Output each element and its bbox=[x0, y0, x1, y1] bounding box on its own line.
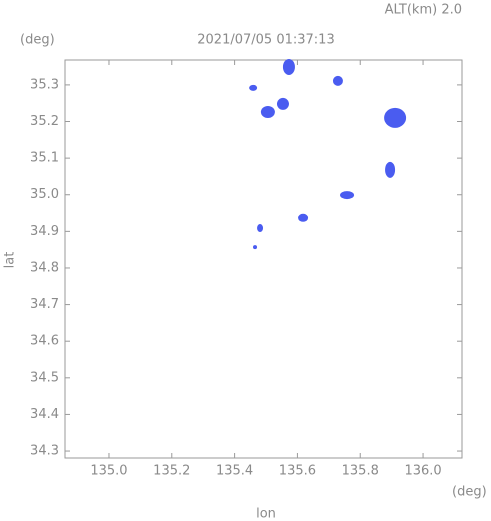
y-tick-label: 34.6 bbox=[30, 334, 59, 349]
y-tick-label: 34.3 bbox=[30, 444, 59, 459]
y-tick-label: 34.4 bbox=[30, 407, 59, 422]
y-tick-label: 34.7 bbox=[30, 297, 59, 312]
echo-point bbox=[298, 213, 309, 222]
y-unit: (deg) bbox=[20, 33, 55, 48]
x-tick-label: 135.0 bbox=[90, 464, 127, 479]
x-tick-label: 136.0 bbox=[404, 464, 441, 479]
x-unit: (deg) bbox=[452, 485, 487, 500]
x-tick-label: 135.6 bbox=[279, 464, 316, 479]
y-tick-label: 34.5 bbox=[30, 370, 59, 385]
echo-point bbox=[276, 97, 289, 110]
y-tick-label: 34.8 bbox=[30, 260, 59, 275]
echo-point bbox=[282, 58, 295, 75]
echo-point bbox=[253, 245, 258, 250]
echo-point bbox=[260, 105, 275, 118]
altitude: ALT(km) 2.0 bbox=[385, 3, 462, 18]
x-tick-label: 135.8 bbox=[342, 464, 379, 479]
plot-frame bbox=[64, 59, 463, 459]
echo-point bbox=[384, 107, 407, 128]
x-tick-label: 135.4 bbox=[216, 464, 253, 479]
x-tick-label: 135.2 bbox=[153, 464, 190, 479]
chart-title: 2021/07/05 01:37:13 bbox=[197, 33, 334, 48]
y-axis-label: lat bbox=[3, 252, 18, 269]
y-tick-label: 35.1 bbox=[30, 151, 59, 166]
echo-point bbox=[249, 84, 258, 91]
y-tick-label: 35.3 bbox=[30, 77, 59, 92]
echo-point bbox=[340, 191, 355, 200]
y-tick-label: 35.0 bbox=[30, 187, 59, 202]
echo-point bbox=[257, 224, 264, 233]
y-tick-label: 34.9 bbox=[30, 224, 59, 239]
x-axis-label: lon bbox=[256, 507, 276, 521]
y-tick-label: 35.2 bbox=[30, 114, 59, 129]
echo-point bbox=[332, 75, 343, 86]
echo-point bbox=[385, 161, 396, 178]
